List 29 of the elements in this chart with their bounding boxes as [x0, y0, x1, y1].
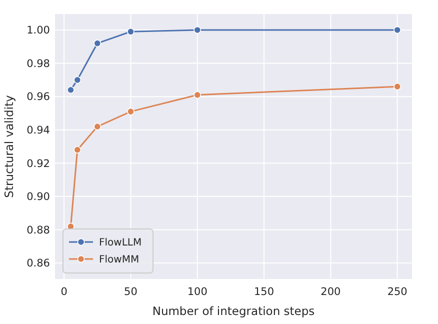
x-tick-label: 250	[387, 286, 408, 298]
point	[94, 40, 102, 47]
point	[74, 76, 82, 84]
x-tick-label: 200	[320, 286, 341, 298]
x-tick-label: 50	[124, 286, 138, 298]
y-tick-label: 0.88	[26, 224, 50, 236]
y-tick-label: 0.92	[26, 158, 50, 170]
y-tick-label: 0.86	[26, 258, 50, 270]
y-tick-label: 0.98	[26, 58, 50, 70]
legend-label: FlowMM	[99, 254, 140, 266]
y-tick-label: 0.90	[26, 191, 50, 204]
y-tick-label: 0.96	[26, 91, 50, 104]
y-axis-title: Structural validity	[2, 94, 16, 198]
point	[394, 82, 402, 90]
point	[394, 26, 402, 34]
point	[127, 28, 134, 36]
x-tick-label: 150	[254, 286, 274, 298]
point	[74, 146, 82, 154]
legend-label: FlowLLM	[99, 238, 142, 248]
x-axis-title: Number of integration steps	[152, 304, 315, 318]
point	[94, 122, 102, 130]
point	[194, 91, 202, 99]
point	[194, 26, 202, 34]
y-tick-label: 1.00	[26, 24, 50, 37]
point	[67, 86, 74, 94]
x-tick-label: 100	[187, 286, 208, 298]
x-tick-label: 0	[60, 286, 68, 298]
point	[127, 108, 134, 116]
y-tick-label: 0.94	[26, 124, 50, 137]
